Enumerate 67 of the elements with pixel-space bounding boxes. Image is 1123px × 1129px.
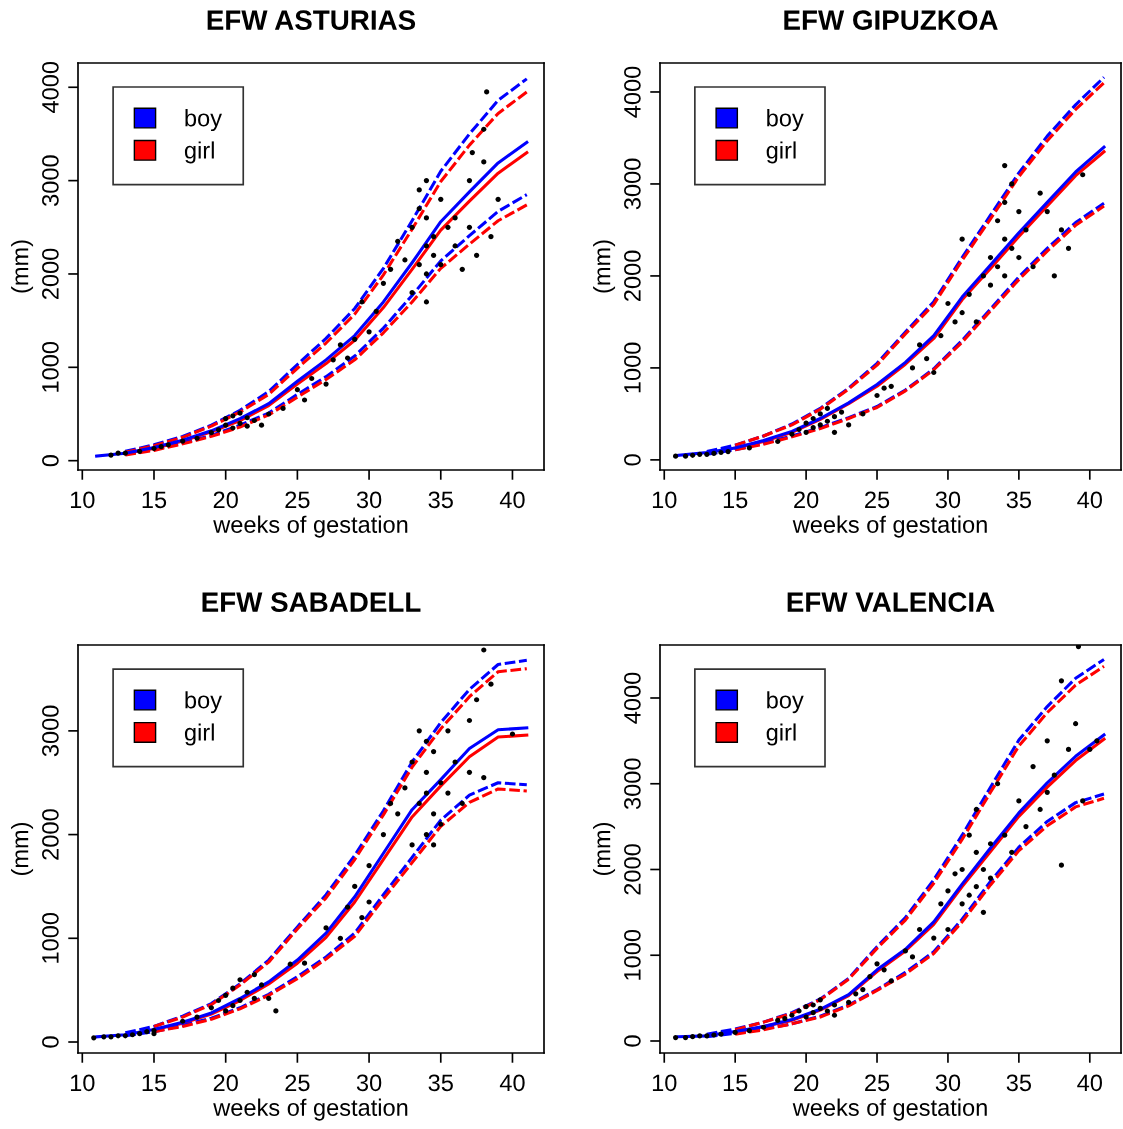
- x-tick-label: 25: [285, 491, 310, 509]
- x-tick-label: 20: [213, 1074, 238, 1092]
- legend-label: boy: [185, 691, 222, 714]
- y-tick-label: 1000: [624, 342, 641, 393]
- y-tick-label: 2000: [42, 809, 59, 860]
- legend-label: boy: [185, 109, 222, 132]
- x-tick-label: 20: [794, 1074, 819, 1092]
- y-tick-label: 3000: [42, 705, 59, 757]
- x-tick-label: 40: [499, 1074, 525, 1092]
- chart-title: EFW VALENCIA: [787, 592, 995, 612]
- x-tick-label: 10: [652, 1074, 677, 1092]
- x-tick-label: 20: [213, 491, 238, 509]
- x-tick-label: 25: [865, 1074, 890, 1092]
- legend-label: girl: [184, 723, 214, 746]
- y-tick-label: 4000: [42, 61, 59, 113]
- x-tick-label: 30: [935, 491, 961, 509]
- y-tick-label: 2000: [42, 248, 59, 300]
- y-tick-label: 1000: [42, 912, 59, 963]
- legend-label: girl: [766, 141, 796, 164]
- y-tick-label: 2000: [624, 844, 641, 895]
- x-tick-label: 30: [356, 491, 382, 509]
- x-tick-label: 40: [1077, 1074, 1102, 1092]
- x-tick-label: 25: [285, 1074, 310, 1092]
- x-tick-label: 35: [1006, 491, 1032, 509]
- y-axis-title: (mm): [11, 240, 34, 293]
- x-tick-label: 35: [1006, 1074, 1032, 1092]
- y-tick-label: 3000: [624, 758, 641, 810]
- x-tick-label: 35: [428, 491, 453, 509]
- y-tick-label: 0: [42, 1036, 59, 1048]
- x-tick-label: 15: [142, 491, 167, 509]
- x-tick-label: 10: [70, 491, 95, 509]
- x-tick-label: 15: [142, 1074, 167, 1092]
- x-tick-label: 10: [70, 1074, 95, 1092]
- x-tick-label: 30: [356, 1074, 382, 1092]
- y-tick-label: 4000: [624, 672, 641, 724]
- chart-title: EFW SABADELL: [202, 592, 421, 612]
- x-tick-label: 30: [935, 1074, 961, 1092]
- y-tick-label: 1000: [42, 341, 59, 392]
- legend-label: boy: [767, 691, 804, 714]
- x-axis-title: weeks of gestation: [213, 1098, 408, 1121]
- x-axis-title: weeks of gestation: [792, 515, 987, 538]
- y-tick-label: 0: [624, 1035, 641, 1047]
- legend-label: boy: [767, 109, 804, 132]
- x-tick-label: 15: [723, 491, 748, 509]
- x-tick-label: 20: [794, 491, 819, 509]
- legend-label: girl: [184, 141, 214, 164]
- y-tick-label: 3000: [624, 158, 641, 210]
- x-tick-label: 35: [428, 1074, 453, 1092]
- y-tick-label: 1000: [624, 929, 641, 980]
- y-axis-title: (mm): [593, 240, 616, 293]
- chart-title: EFW GIPUZKOA: [784, 10, 998, 30]
- y-tick-label: 4000: [624, 66, 641, 118]
- chart-title: EFW ASTURIAS: [207, 10, 416, 30]
- x-tick-label: 10: [652, 491, 677, 509]
- y-tick-label: 2000: [624, 250, 641, 301]
- y-axis-title: (mm): [593, 822, 616, 876]
- y-axis-title: (mm): [11, 822, 34, 876]
- legend-label: girl: [766, 723, 796, 746]
- x-axis-title: weeks of gestation: [792, 1098, 987, 1121]
- x-tick-label: 40: [1077, 491, 1102, 509]
- x-tick-label: 40: [499, 491, 525, 509]
- x-axis-title: weeks of gestation: [213, 515, 408, 538]
- y-tick-label: 3000: [42, 155, 59, 206]
- y-tick-label: 0: [42, 455, 59, 467]
- y-tick-label: 0: [624, 454, 641, 466]
- x-tick-label: 25: [865, 491, 890, 509]
- x-tick-label: 15: [723, 1074, 748, 1092]
